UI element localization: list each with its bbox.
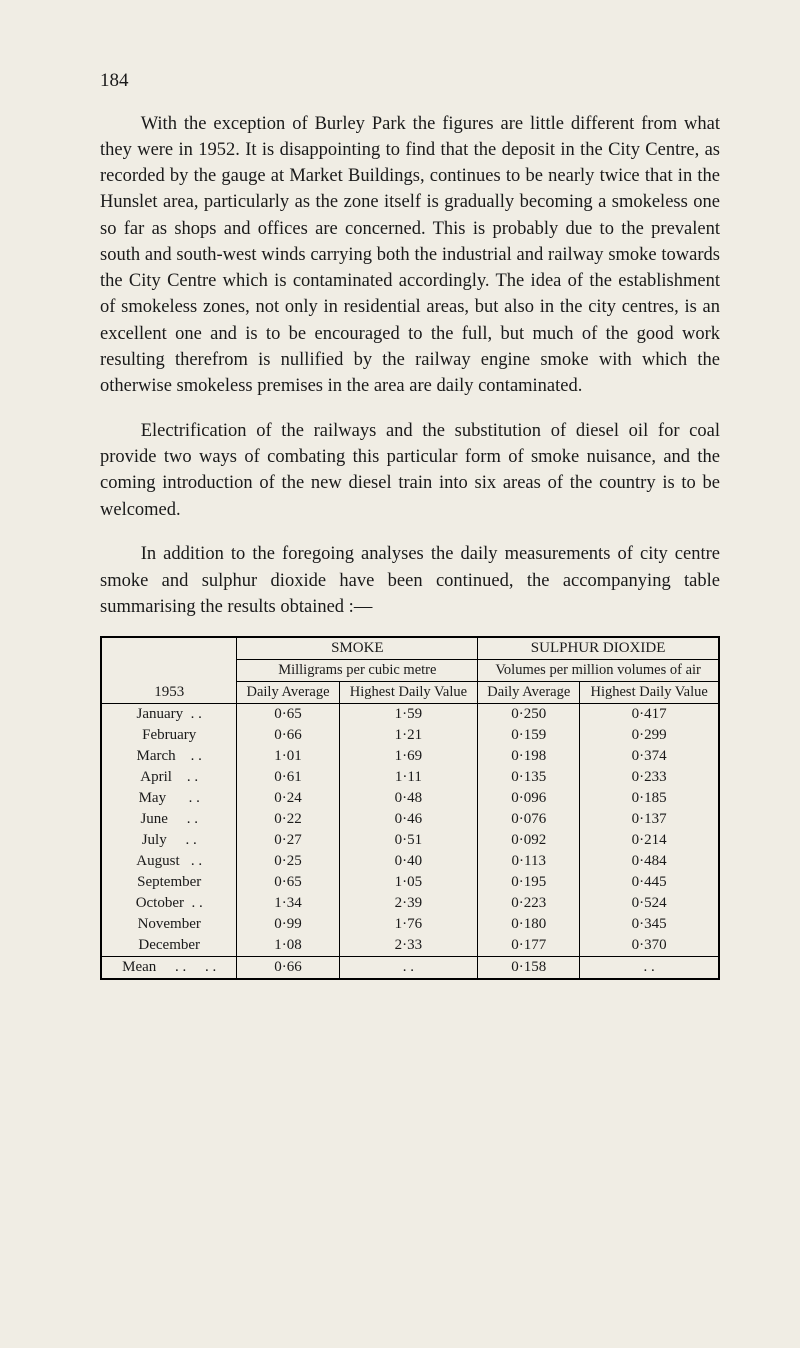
smoke-highest: 1·05	[339, 872, 478, 893]
smoke-highest: 1·11	[339, 767, 478, 788]
so2-highest-header: Highest Daily Value	[580, 682, 719, 704]
smoke-daily-avg: 0·99	[237, 914, 339, 935]
mean-smoke-highest: . .	[339, 957, 478, 980]
smoke-highest: 1·76	[339, 914, 478, 935]
table-row: November 0·99 1·76 0·180 0·345	[101, 914, 719, 935]
smoke-highest: 2·39	[339, 893, 478, 914]
so2-highest: 0·214	[580, 830, 719, 851]
table-row: July . . 0·27 0·51 0·092 0·214	[101, 830, 719, 851]
mean-row: Mean . . . . 0·66 . . 0·158 . .	[101, 957, 719, 980]
paragraph-2: Electrification of the railways and the …	[100, 418, 720, 523]
paragraph-3: In addition to the foregoing analyses th…	[100, 541, 720, 620]
so2-daily-avg: 0·113	[478, 851, 580, 872]
smoke-daily-avg-header: Daily Average	[237, 682, 339, 704]
table-row: January . . 0·65 1·59 0·250 0·417	[101, 704, 719, 726]
so2-daily-avg: 0·159	[478, 725, 580, 746]
smoke-highest: 1·69	[339, 746, 478, 767]
month-cell: January . .	[101, 704, 237, 726]
smoke-daily-avg: 0·22	[237, 809, 339, 830]
smoke-daily-avg: 1·01	[237, 746, 339, 767]
month-cell: September	[101, 872, 237, 893]
month-cell: October . .	[101, 893, 237, 914]
so2-highest: 0·445	[580, 872, 719, 893]
so2-highest: 0·299	[580, 725, 719, 746]
smoke-daily-avg: 0·65	[237, 704, 339, 726]
smoke-highest: 0·46	[339, 809, 478, 830]
so2-daily-avg: 0·180	[478, 914, 580, 935]
so2-highest: 0·524	[580, 893, 719, 914]
smoke-daily-avg: 0·66	[237, 725, 339, 746]
smoke-highest: 0·48	[339, 788, 478, 809]
month-cell: July . .	[101, 830, 237, 851]
so2-daily-avg-header: Daily Average	[478, 682, 580, 704]
smoke-subheader: Milligrams per cubic metre	[237, 660, 478, 682]
smoke-daily-avg: 1·08	[237, 935, 339, 957]
so2-daily-avg: 0·076	[478, 809, 580, 830]
table-row: October . . 1·34 2·39 0·223 0·524	[101, 893, 719, 914]
smoke-daily-avg: 0·24	[237, 788, 339, 809]
year-header-cell: 1953	[101, 637, 237, 704]
smoke-daily-avg: 0·61	[237, 767, 339, 788]
smoke-highest: 2·33	[339, 935, 478, 957]
so2-daily-avg: 0·177	[478, 935, 580, 957]
so2-daily-avg: 0·250	[478, 704, 580, 726]
month-cell: February	[101, 725, 237, 746]
paragraph-1: With the exception of Burley Park the fi…	[100, 111, 720, 400]
so2-daily-avg: 0·195	[478, 872, 580, 893]
so2-highest: 0·137	[580, 809, 719, 830]
mean-smoke-daily-avg: 0·66	[237, 957, 339, 980]
so2-header: SULPHUR DIOXIDE	[478, 637, 719, 660]
smoke-highest: 1·59	[339, 704, 478, 726]
table-body: January . . 0·65 1·59 0·250 0·417 Februa…	[101, 704, 719, 980]
page-number: 184	[100, 70, 720, 92]
table-row: March . . 1·01 1·69 0·198 0·374	[101, 746, 719, 767]
so2-subheader: Volumes per million volumes of air	[478, 660, 719, 682]
year-label: 1953	[154, 684, 184, 700]
so2-highest: 0·345	[580, 914, 719, 935]
month-cell: November	[101, 914, 237, 935]
so2-daily-avg: 0·198	[478, 746, 580, 767]
smoke-daily-avg: 1·34	[237, 893, 339, 914]
table-row: May . . 0·24 0·48 0·096 0·185	[101, 788, 719, 809]
table-row: June . . 0·22 0·46 0·076 0·137	[101, 809, 719, 830]
table-row: August . . 0·25 0·40 0·113 0·484	[101, 851, 719, 872]
mean-label: Mean . . . .	[101, 957, 237, 980]
so2-highest: 0·484	[580, 851, 719, 872]
table-row: December 1·08 2·33 0·177 0·370	[101, 935, 719, 957]
smoke-daily-avg: 0·25	[237, 851, 339, 872]
so2-highest: 0·374	[580, 746, 719, 767]
mean-so2-highest: . .	[580, 957, 719, 980]
header-row-1: 1953 SMOKE SULPHUR DIOXIDE	[101, 637, 719, 660]
so2-daily-avg: 0·092	[478, 830, 580, 851]
so2-highest: 0·185	[580, 788, 719, 809]
smoke-daily-avg: 0·65	[237, 872, 339, 893]
smoke-daily-avg: 0·27	[237, 830, 339, 851]
month-cell: May . .	[101, 788, 237, 809]
month-cell: December	[101, 935, 237, 957]
so2-daily-avg: 0·135	[478, 767, 580, 788]
month-cell: August . .	[101, 851, 237, 872]
so2-highest: 0·370	[580, 935, 719, 957]
so2-highest: 0·417	[580, 704, 719, 726]
so2-highest: 0·233	[580, 767, 719, 788]
mean-so2-daily-avg: 0·158	[478, 957, 580, 980]
so2-daily-avg: 0·223	[478, 893, 580, 914]
data-table: 1953 SMOKE SULPHUR DIOXIDE Milligrams pe…	[100, 636, 720, 980]
table-row: February 0·66 1·21 0·159 0·299	[101, 725, 719, 746]
smoke-highest: 0·51	[339, 830, 478, 851]
table-row: April . . 0·61 1·11 0·135 0·233	[101, 767, 719, 788]
month-cell: June . .	[101, 809, 237, 830]
table-row: September 0·65 1·05 0·195 0·445	[101, 872, 719, 893]
so2-daily-avg: 0·096	[478, 788, 580, 809]
month-cell: March . .	[101, 746, 237, 767]
month-cell: April . .	[101, 767, 237, 788]
smoke-header: SMOKE	[237, 637, 478, 660]
smoke-highest-header: Highest Daily Value	[339, 682, 478, 704]
smoke-highest: 1·21	[339, 725, 478, 746]
page-container: 184 With the exception of Burley Park th…	[0, 0, 800, 1348]
smoke-highest: 0·40	[339, 851, 478, 872]
table-header: 1953 SMOKE SULPHUR DIOXIDE Milligrams pe…	[101, 637, 719, 704]
